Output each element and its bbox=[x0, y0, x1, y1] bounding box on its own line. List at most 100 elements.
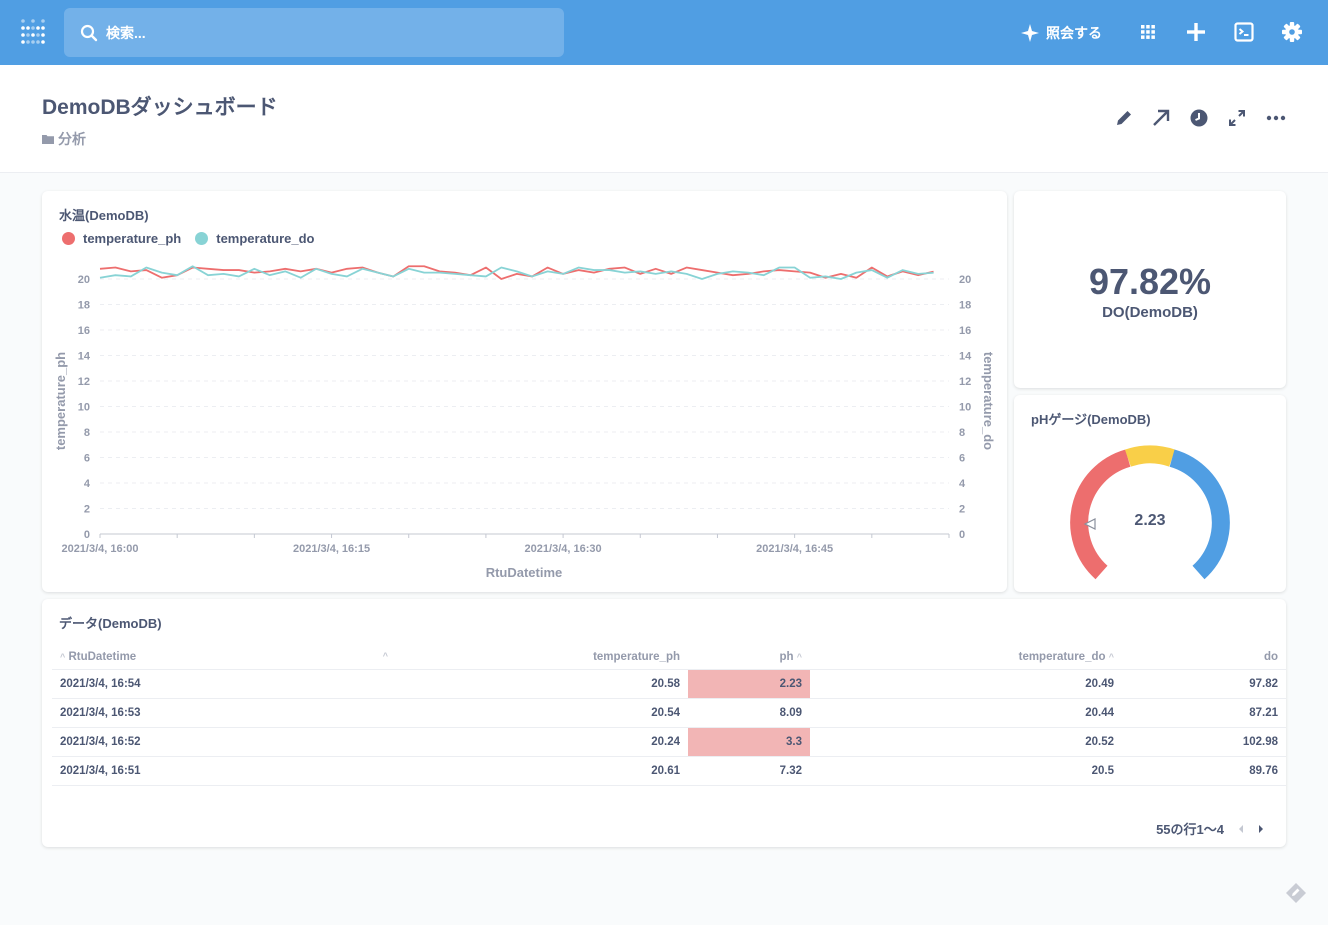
cell-ph[interactable]: 7.32 bbox=[688, 756, 810, 786]
gauge-segment-yellow bbox=[1124, 445, 1176, 467]
y-tick-label-left: 20 bbox=[78, 274, 90, 286]
search-icon bbox=[80, 24, 98, 41]
pencil-icon[interactable] bbox=[1113, 107, 1135, 129]
search-placeholder: 検索... bbox=[106, 24, 146, 41]
gear-icon[interactable] bbox=[1280, 20, 1304, 44]
table-card: データ(DemoDB) ^ RtuDatetime ^ temperature_… bbox=[42, 599, 1286, 847]
y-tick-label-left: 10 bbox=[78, 402, 90, 414]
table-title[interactable]: データ(DemoDB) bbox=[59, 616, 162, 631]
share-arrow-icon[interactable] bbox=[1150, 107, 1172, 129]
legend-dot-temperature-do bbox=[195, 232, 209, 245]
terminal-icon[interactable] bbox=[1232, 20, 1256, 44]
y-tick-label-right: 20 bbox=[959, 274, 971, 286]
y-tick-label-right: 2 bbox=[959, 504, 965, 516]
grid-icon[interactable] bbox=[1136, 20, 1160, 44]
legend-label-temperature-ph: temperature_ph bbox=[83, 231, 182, 246]
cell-do[interactable]: 102.98 bbox=[1122, 727, 1286, 757]
collection-name: 分析 bbox=[58, 131, 86, 147]
scalar-label[interactable]: DO(DemoDB) bbox=[1102, 304, 1198, 321]
table-header-row: ^ RtuDatetime ^ temperature_ph ph ^ temp… bbox=[52, 645, 1286, 670]
table-pagination: 55の行1〜4 bbox=[1156, 819, 1266, 838]
cell-do[interactable]: 87.21 bbox=[1122, 698, 1286, 728]
column-header-temperature-do[interactable]: temperature_do ^ bbox=[810, 645, 1122, 670]
legend-item-temperature-ph[interactable]: temperature_ph bbox=[62, 231, 181, 246]
cell-do[interactable]: 89.76 bbox=[1122, 756, 1286, 786]
cell-rtudatetime[interactable]: 2021/3/4, 16:53 bbox=[52, 698, 388, 728]
y-tick-label-right: 14 bbox=[959, 351, 972, 363]
chart-legend: temperature_ph temperature_do bbox=[62, 231, 329, 246]
y-tick-label-left: 4 bbox=[84, 478, 91, 490]
gauge-segment-red bbox=[1070, 449, 1131, 580]
y-tick-label-right: 18 bbox=[959, 300, 971, 312]
folder-icon bbox=[42, 135, 54, 144]
clock-icon[interactable] bbox=[1188, 107, 1210, 129]
y-tick-label-right: 8 bbox=[959, 427, 965, 439]
y-tick-label-right: 10 bbox=[959, 402, 971, 414]
feedback-icon[interactable] bbox=[1284, 881, 1308, 905]
table-row: 2021/3/4, 16:54 20.58 2.23 20.49 97.82 bbox=[52, 669, 1286, 699]
ask-question-button[interactable]: 照会する bbox=[1020, 20, 1102, 46]
expand-icon[interactable] bbox=[1226, 107, 1248, 129]
chevron-left-icon[interactable] bbox=[1236, 824, 1246, 834]
table-row: 2021/3/4, 16:53 20.54 8.09 20.44 87.21 bbox=[52, 698, 1286, 728]
column-header-ph[interactable]: ph ^ bbox=[688, 645, 810, 670]
search-bar[interactable]: 検索... bbox=[64, 8, 564, 57]
column-header-temperature-ph[interactable]: temperature_ph bbox=[388, 645, 688, 670]
legend-dot-temperature-ph bbox=[62, 232, 75, 245]
cell-ph-highlighted[interactable]: 3.3 bbox=[688, 727, 810, 757]
page-title: DemoDBダッシュボード bbox=[42, 96, 278, 119]
y-tick-label-left: 12 bbox=[78, 376, 90, 388]
scalar-value[interactable]: 97.82% bbox=[1088, 261, 1212, 302]
scalar-card: 97.82% DO(DemoDB) bbox=[1014, 191, 1286, 388]
y-axis-title-right: temperature_do bbox=[981, 352, 996, 450]
chevron-right-icon[interactable] bbox=[1256, 824, 1266, 834]
cell-temperature-ph[interactable]: 20.61 bbox=[388, 756, 688, 786]
x-axis-title: RtuDatetime bbox=[486, 565, 563, 580]
plus-icon[interactable] bbox=[1184, 20, 1208, 44]
cell-ph-highlighted[interactable]: 2.23 bbox=[688, 669, 810, 699]
gauge-title[interactable]: pHゲージ(DemoDB) bbox=[1031, 412, 1151, 427]
y-tick-label-right: 4 bbox=[959, 478, 966, 490]
sort-up-icon: ^ bbox=[382, 650, 388, 661]
cell-temperature-do[interactable]: 20.49 bbox=[810, 669, 1122, 699]
dashboard-header: DemoDBダッシュボード 分析 bbox=[0, 65, 1328, 173]
column-header-do[interactable]: do bbox=[1122, 645, 1286, 670]
sparkle-icon bbox=[1021, 24, 1039, 42]
y-tick-label-left: 8 bbox=[84, 427, 90, 439]
cell-temperature-ph[interactable]: 20.54 bbox=[388, 698, 688, 728]
more-icon[interactable] bbox=[1265, 107, 1287, 129]
y-tick-label-left: 18 bbox=[78, 300, 90, 312]
table-row: 2021/3/4, 16:51 20.61 7.32 20.5 89.76 bbox=[52, 756, 1286, 786]
metabase-logo-icon[interactable] bbox=[20, 18, 46, 48]
column-header-rtudatetime[interactable]: ^ RtuDatetime ^ bbox=[52, 645, 388, 670]
cell-rtudatetime[interactable]: 2021/3/4, 16:54 bbox=[52, 669, 388, 699]
ask-question-label: 照会する bbox=[1046, 25, 1102, 41]
cell-do[interactable]: 97.82 bbox=[1122, 669, 1286, 699]
y-tick-label-left: 14 bbox=[78, 351, 91, 363]
cell-temperature-do[interactable]: 20.44 bbox=[810, 698, 1122, 728]
legend-label-temperature-do: temperature_do bbox=[216, 231, 315, 246]
cell-temperature-ph[interactable]: 20.24 bbox=[388, 727, 688, 757]
x-tick-label: 2021/3/4, 16:45 bbox=[756, 543, 833, 555]
cell-rtudatetime[interactable]: 2021/3/4, 16:52 bbox=[52, 727, 388, 757]
gauge-needle-icon bbox=[1083, 518, 1096, 530]
y-tick-label-left: 0 bbox=[84, 529, 90, 541]
sort-up-icon: ^ bbox=[1108, 651, 1114, 662]
y-tick-label-right: 16 bbox=[959, 325, 971, 337]
gauge-card: pHゲージ(DemoDB) 2.23 bbox=[1014, 395, 1286, 592]
cell-rtudatetime[interactable]: 2021/3/4, 16:51 bbox=[52, 756, 388, 786]
y-tick-label-right: 12 bbox=[959, 376, 971, 388]
gauge-segment-blue bbox=[1169, 449, 1230, 580]
line-chart-title[interactable]: 水温(DemoDB) bbox=[59, 208, 149, 223]
series-line-temperature-do bbox=[99, 265, 934, 280]
pagination-text: 55の行1〜4 bbox=[1156, 822, 1224, 837]
cell-temperature-ph[interactable]: 20.58 bbox=[388, 669, 688, 699]
line-chart-plot[interactable]: 0 0 2 2 4 4 6 6 8 8 10 10 12 12 14 14 16 16 18 18 20 20 2021/3… bbox=[42, 191, 1007, 592]
legend-item-temperature-do[interactable]: temperature_do bbox=[195, 231, 315, 246]
cell-temperature-do[interactable]: 20.5 bbox=[810, 756, 1122, 786]
x-tick-label: 2021/3/4, 16:30 bbox=[525, 543, 602, 555]
x-tick-label: 2021/3/4, 16:00 bbox=[61, 543, 138, 555]
collection-breadcrumb[interactable]: 分析 bbox=[42, 129, 86, 149]
cell-temperature-do[interactable]: 20.52 bbox=[810, 727, 1122, 757]
cell-ph[interactable]: 8.09 bbox=[688, 698, 810, 728]
